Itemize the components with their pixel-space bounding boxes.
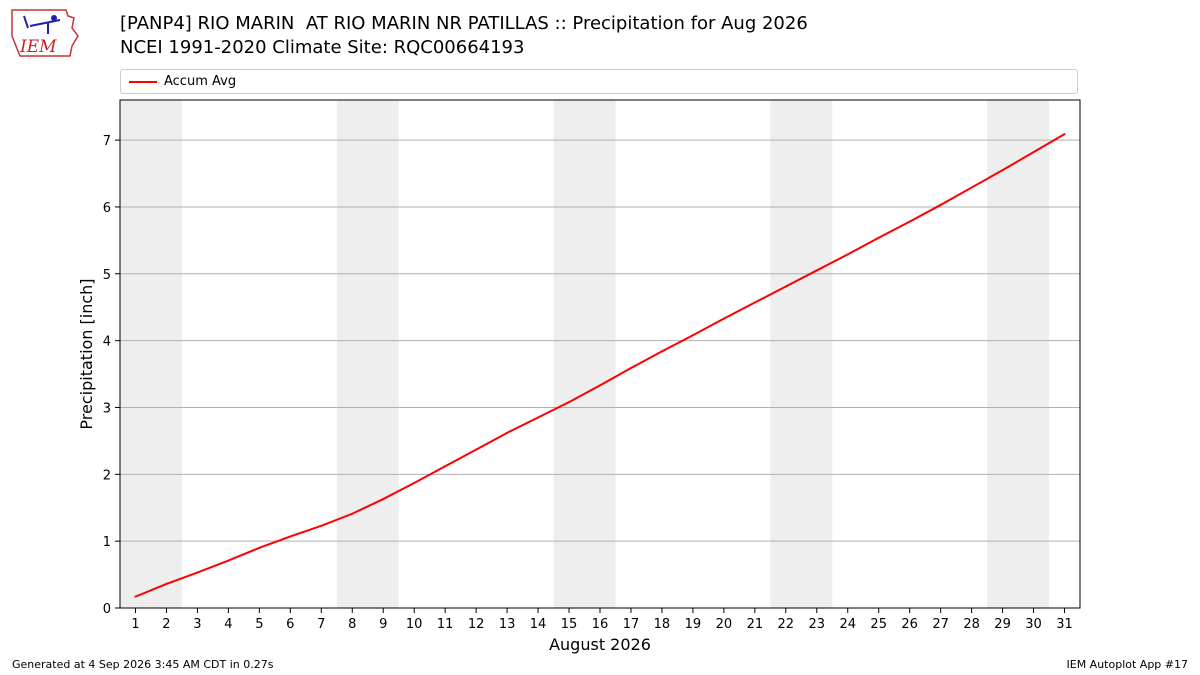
data-point-0-4 — [227, 559, 230, 562]
x-tick-label-26: 26 — [901, 617, 918, 632]
x-tick-label-12: 12 — [468, 617, 485, 632]
x-tick-label-25: 25 — [870, 617, 887, 632]
y-tick-label-2: 2 — [103, 468, 111, 483]
x-tick-label-1: 1 — [131, 617, 139, 632]
data-point-0-14 — [537, 416, 540, 419]
data-point-0-24 — [846, 253, 849, 256]
y-tick-label-5: 5 — [103, 268, 111, 283]
data-point-0-29 — [1001, 169, 1004, 172]
y-tick-label-3: 3 — [103, 401, 111, 416]
data-point-0-9 — [382, 498, 385, 501]
x-tick-label-29: 29 — [994, 617, 1011, 632]
iem-logo: IEM — [8, 6, 82, 60]
data-point-0-3 — [196, 571, 199, 574]
y-tick-label-1: 1 — [103, 535, 111, 550]
data-point-0-21 — [753, 301, 756, 304]
data-point-0-30 — [1032, 151, 1035, 154]
data-point-0-20 — [722, 317, 725, 320]
data-point-0-1 — [134, 595, 137, 598]
data-point-0-19 — [691, 334, 694, 337]
x-tick-label-27: 27 — [932, 617, 949, 632]
data-point-0-15 — [568, 401, 571, 404]
y-axis-label: Precipitation [inch] — [77, 278, 96, 429]
y-tick-label-7: 7 — [103, 134, 111, 149]
legend: Accum Avg — [120, 69, 1078, 94]
y-tick-label-6: 6 — [103, 201, 111, 216]
x-tick-label-7: 7 — [317, 617, 325, 632]
shaded-band-1 — [336, 100, 399, 608]
data-point-0-25 — [877, 236, 880, 239]
generated-note: Generated at 4 Sep 2026 3:45 AM CDT in 0… — [12, 658, 274, 671]
x-tick-label-8: 8 — [348, 617, 356, 632]
data-point-0-5 — [258, 546, 261, 549]
app-label: IEM Autoplot App #17 — [1066, 658, 1189, 671]
data-point-0-2 — [165, 582, 168, 585]
data-point-0-17 — [629, 367, 632, 370]
x-tick-label-2: 2 — [162, 617, 170, 632]
data-point-0-13 — [506, 431, 509, 434]
x-tick-label-10: 10 — [406, 617, 423, 632]
x-tick-label-28: 28 — [963, 617, 980, 632]
data-point-0-22 — [784, 285, 787, 288]
data-point-0-11 — [444, 465, 447, 468]
x-tick-label-20: 20 — [716, 617, 733, 632]
data-point-0-10 — [413, 482, 416, 485]
legend-swatch — [129, 81, 157, 83]
x-tick-label-15: 15 — [561, 617, 578, 632]
x-tick-label-18: 18 — [654, 617, 671, 632]
x-tick-label-31: 31 — [1056, 617, 1073, 632]
data-point-0-6 — [289, 535, 292, 538]
data-point-0-28 — [970, 186, 973, 189]
logo-text: IEM — [19, 37, 57, 57]
shaded-band-0 — [120, 100, 182, 608]
plot-frame — [119, 99, 1081, 609]
data-point-0-27 — [939, 203, 942, 206]
x-tick-label-11: 11 — [437, 617, 454, 632]
x-tick-label-19: 19 — [685, 617, 702, 632]
chart-title: [PANP4] RIO MARIN AT RIO MARIN NR PATILL… — [120, 13, 808, 34]
shaded-band-2 — [553, 100, 616, 608]
shaded-band-4 — [987, 100, 1050, 608]
x-tick-label-13: 13 — [499, 617, 516, 632]
x-axis-label: August 2026 — [549, 635, 651, 654]
chart-subtitle: NCEI 1991-2020 Climate Site: RQC00664193 — [120, 37, 525, 58]
x-tick-label-22: 22 — [778, 617, 795, 632]
x-tick-label-5: 5 — [255, 617, 263, 632]
x-tick-label-3: 3 — [193, 617, 201, 632]
shaded-band-3 — [770, 100, 833, 608]
data-point-0-16 — [599, 384, 601, 387]
x-tick-label-24: 24 — [839, 617, 856, 632]
y-tick-label-4: 4 — [103, 335, 111, 350]
y-tick-label-0: 0 — [103, 602, 111, 617]
data-point-0-18 — [660, 350, 663, 353]
data-point-0-8 — [351, 512, 354, 515]
data-point-0-31 — [1063, 133, 1066, 136]
x-tick-label-17: 17 — [623, 617, 640, 632]
data-point-0-12 — [475, 448, 478, 451]
data-point-0-26 — [908, 220, 911, 223]
data-point-0-7 — [320, 524, 323, 527]
x-tick-label-21: 21 — [747, 617, 764, 632]
data-point-0-23 — [815, 269, 818, 272]
x-tick-label-23: 23 — [809, 617, 826, 632]
x-tick-label-16: 16 — [592, 617, 609, 632]
x-tick-label-6: 6 — [286, 617, 294, 632]
x-tick-label-30: 30 — [1025, 617, 1042, 632]
x-tick-label-4: 4 — [224, 617, 232, 632]
legend-label: Accum Avg — [164, 74, 237, 89]
x-tick-label-14: 14 — [530, 617, 547, 632]
x-tick-label-9: 9 — [379, 617, 387, 632]
